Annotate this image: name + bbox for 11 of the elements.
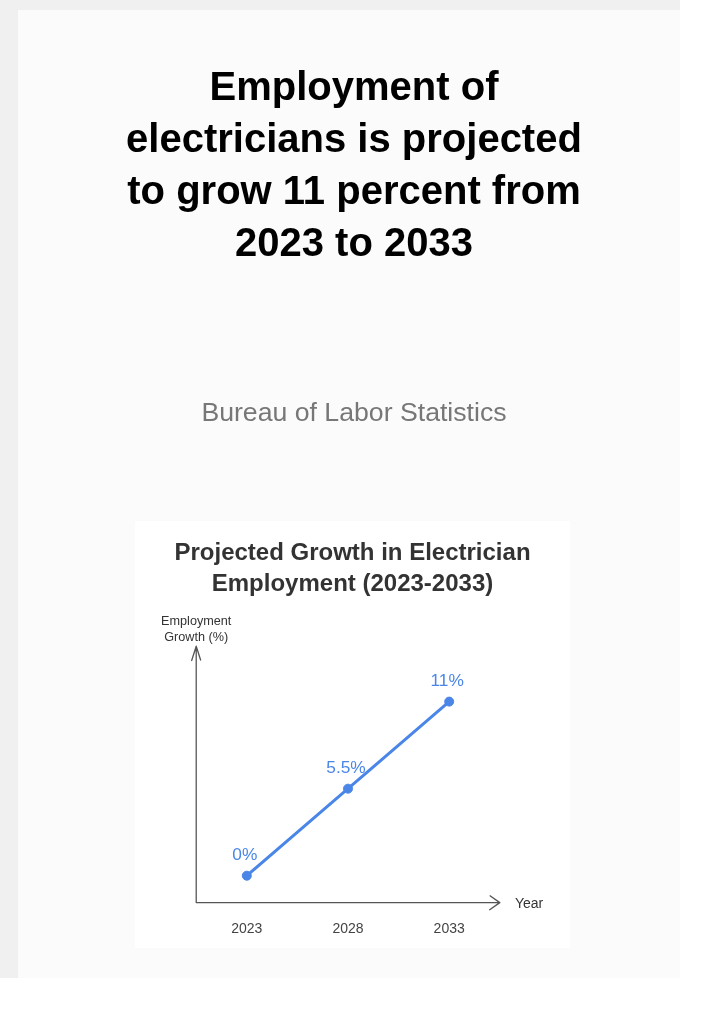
x-tick-label: 2023: [231, 920, 263, 937]
data-label: 0%: [232, 844, 258, 865]
text: Bureau of Labor Statistics: [201, 396, 507, 429]
text: Employment of electricians is projected to grow 11 percent from 2023 to 2033: [125, 63, 583, 266]
chart-title: Projected Growth in Electrician Employment (2023-2033): [173, 537, 532, 599]
data-label: 11%: [430, 670, 464, 691]
y-axis-title: Employment Growth (%): [161, 614, 232, 645]
x-axis-title: Year: [514, 895, 544, 912]
x-tick-label: 2033: [433, 920, 465, 937]
x-tick-label: 2028: [332, 920, 364, 937]
data-label: 5.5%: [326, 757, 366, 778]
